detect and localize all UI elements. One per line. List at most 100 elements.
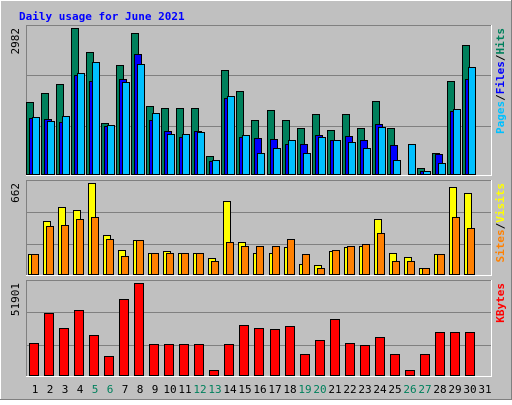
x-tick-label-day-12: 12 <box>193 383 206 396</box>
bar-kbytes-day-5 <box>89 335 99 376</box>
legend-item: / <box>494 94 507 101</box>
bar-kbytes-day-30 <box>465 332 475 376</box>
bar-pages-day-24 <box>378 127 386 175</box>
x-tick-label-day-30: 30 <box>463 383 476 396</box>
x-tick-label-day-9: 9 <box>152 383 159 396</box>
legend-item: Files <box>494 61 507 94</box>
x-tick-label-day-29: 29 <box>448 383 461 396</box>
bar-kbytes-day-2 <box>44 313 54 376</box>
bar-sites-day-25 <box>392 261 400 275</box>
bar-sites-day-7 <box>121 256 129 275</box>
bar-pages-day-29 <box>453 109 461 175</box>
bar-pages-day-8 <box>137 64 145 175</box>
bar-kbytes-day-20 <box>315 340 325 376</box>
bar-kbytes-day-24 <box>375 337 385 376</box>
y-max-label: 2982 <box>9 28 22 55</box>
x-tick-label-day-4: 4 <box>77 383 84 396</box>
bar-kbytes-day-7 <box>119 299 129 376</box>
bar-pages-day-1 <box>32 117 40 175</box>
x-tick-label-day-20: 20 <box>313 383 326 396</box>
bar-pages-day-22 <box>348 142 356 175</box>
x-tick-label-day-3: 3 <box>62 383 69 396</box>
bar-kbytes-day-8 <box>134 283 144 376</box>
bar-pages-day-27 <box>423 171 431 175</box>
bar-sites-day-21 <box>332 250 340 275</box>
legend-visits-sites: Sites/Visits <box>494 183 507 263</box>
legend-item: KBytes <box>494 283 507 323</box>
x-tick-label-day-27: 27 <box>418 383 431 396</box>
x-tick-label-day-24: 24 <box>373 383 387 396</box>
bar-kbytes-day-15 <box>239 325 249 376</box>
x-tick-label-day-7: 7 <box>122 383 129 396</box>
bar-kbytes-day-23 <box>360 345 370 376</box>
bar-pages-day-7 <box>122 82 130 175</box>
bar-sites-day-26 <box>407 261 415 275</box>
bar-kbytes-day-10 <box>164 344 174 376</box>
series-pages <box>32 62 476 175</box>
bar-kbytes-day-9 <box>149 344 159 376</box>
bar-pages-day-10 <box>167 134 175 175</box>
bar-kbytes-day-25 <box>390 354 400 376</box>
series-kbytes <box>29 283 475 376</box>
bar-kbytes-day-29 <box>450 332 460 376</box>
bar-sites-day-9 <box>151 253 159 275</box>
bar-sites-day-18 <box>287 239 295 275</box>
bar-pages-day-13 <box>212 160 220 175</box>
bar-pages-day-14 <box>227 96 235 175</box>
x-tick-label-day-16: 16 <box>253 383 266 396</box>
bar-pages-day-16 <box>257 153 265 175</box>
x-tick-label-day-19: 19 <box>298 383 311 396</box>
x-tick-label-day-14: 14 <box>223 383 237 396</box>
panel-visits-sites: 662 Sites/Visits <box>9 180 507 276</box>
bar-kbytes-day-27 <box>420 354 430 376</box>
x-tick-label-day-8: 8 <box>137 383 144 396</box>
bar-kbytes-day-13 <box>209 370 219 376</box>
bar-pages-day-6 <box>107 125 115 175</box>
bar-sites-day-10 <box>166 253 174 275</box>
x-tick-label-day-28: 28 <box>433 383 446 396</box>
x-tick-label-day-13: 13 <box>208 383 221 396</box>
bar-pages-day-26 <box>408 144 416 175</box>
bar-sites-day-5 <box>91 217 99 275</box>
bar-pages-day-21 <box>333 140 341 175</box>
x-tick-label-day-17: 17 <box>268 383 281 396</box>
bar-kbytes-day-14 <box>224 344 234 376</box>
bar-sites-day-19 <box>302 254 310 275</box>
legend-kbytes: KBytes <box>494 283 507 323</box>
bar-sites-day-16 <box>256 246 264 275</box>
bar-pages-day-9 <box>152 113 160 175</box>
bar-sites-day-15 <box>241 246 249 275</box>
bar-sites-day-12 <box>196 253 204 275</box>
bar-sites-day-23 <box>362 244 370 275</box>
x-tick-label-day-22: 22 <box>343 383 356 396</box>
x-tick-label-day-11: 11 <box>178 383 191 396</box>
x-axis-day-labels: 1 2 3 4 5 6 7 8 9 10 11 12 13 14 15 16 17 18 19 20 21 22 23 24 2… <box>32 383 492 396</box>
bar-sites-day-28 <box>437 254 445 275</box>
legend-item: Hits <box>494 28 507 55</box>
bar-kbytes-day-6 <box>104 356 114 376</box>
x-tick-label-day-10: 10 <box>163 383 176 396</box>
bar-sites-day-30 <box>467 228 475 275</box>
bar-pages-day-19 <box>303 153 311 175</box>
bar-kbytes-day-22 <box>345 343 355 376</box>
legend-item: Visits <box>494 183 507 223</box>
bar-kbytes-day-1 <box>29 343 39 376</box>
bar-sites-day-13 <box>211 261 219 275</box>
bar-pages-day-30 <box>468 67 476 175</box>
x-tick-label-day-21: 21 <box>328 383 341 396</box>
bar-pages-day-4 <box>77 73 85 175</box>
bar-pages-day-11 <box>182 134 190 175</box>
bar-sites-day-11 <box>181 253 189 275</box>
bar-kbytes-day-18 <box>285 326 295 376</box>
bar-sites-day-20 <box>317 268 325 275</box>
legend-item: Pages <box>494 101 507 134</box>
bar-pages-day-3 <box>62 116 70 175</box>
bar-pages-day-2 <box>47 121 55 175</box>
x-tick-label-day-1: 1 <box>32 383 39 396</box>
bar-sites-day-6 <box>106 239 114 275</box>
bar-sites-day-1 <box>31 254 39 275</box>
y-max-label: 51901 <box>9 283 22 316</box>
bar-sites-day-17 <box>272 246 280 275</box>
